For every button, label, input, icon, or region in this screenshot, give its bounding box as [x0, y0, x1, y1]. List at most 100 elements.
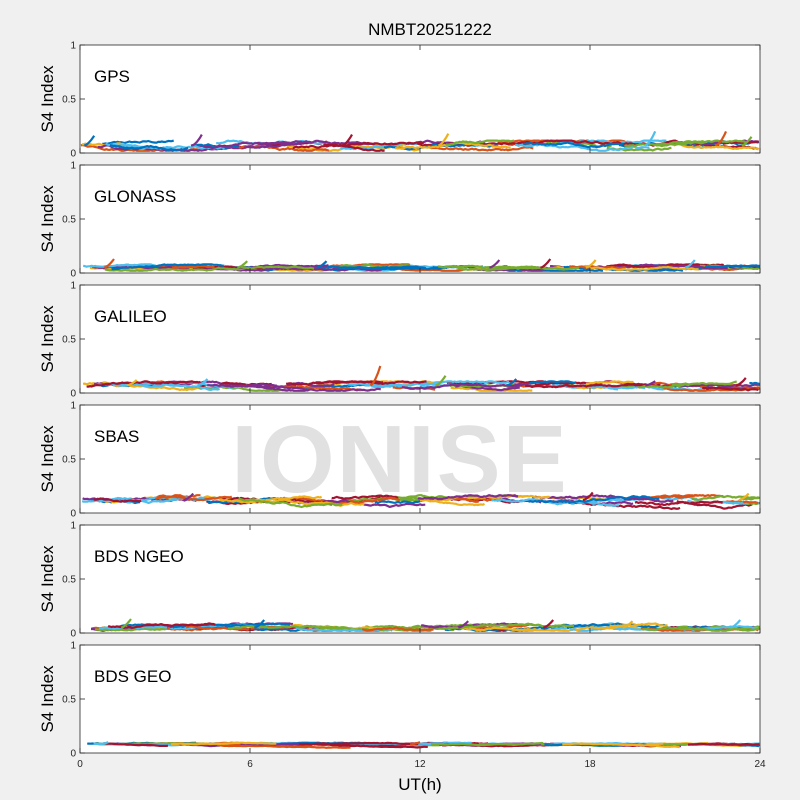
- series-peak: [684, 259, 696, 269]
- series-trace: [172, 265, 216, 269]
- series-trace: [523, 141, 624, 149]
- series-trace: [574, 624, 622, 632]
- series-trace: [203, 141, 291, 150]
- plot-area: [80, 525, 760, 633]
- y-tick-label: 1: [70, 401, 76, 412]
- series-trace: [170, 741, 277, 746]
- series-trace: [299, 741, 419, 746]
- series-peak: [622, 620, 634, 629]
- series-peak: [120, 618, 132, 629]
- panel-sbas: 0 0.5 1 S4 Index SBAS: [38, 401, 761, 520]
- series-trace: [262, 267, 383, 272]
- series-peak: [489, 259, 501, 269]
- series-trace: [676, 500, 723, 505]
- series-peak: [645, 380, 656, 387]
- series-trace: [313, 743, 428, 749]
- series-trace: [347, 382, 440, 390]
- series-trace: [95, 627, 167, 632]
- y-axis-label: S4 Index: [38, 545, 57, 613]
- panel-bds-geo: 0 0.5 1 0 6 12 18 24 S4 Index BDS GEO: [38, 641, 766, 771]
- series-peak: [458, 620, 469, 629]
- series-peak: [730, 619, 742, 629]
- series-trace: [104, 266, 247, 272]
- series-trace: [673, 143, 759, 151]
- series-peak: [410, 741, 421, 746]
- series-peak: [341, 134, 353, 147]
- series-trace: [227, 624, 351, 631]
- y-tick-label: 0.5: [62, 335, 76, 346]
- series-trace: [445, 139, 515, 146]
- series-trace: [86, 380, 201, 388]
- series-peak: [183, 492, 195, 502]
- series-trace: [185, 625, 289, 631]
- chart-title: NMBT20251222: [368, 20, 492, 39]
- series-peak: [191, 134, 203, 147]
- y-axis-label: S4 Index: [38, 665, 57, 733]
- series-trace: [401, 383, 523, 390]
- series-trace: [97, 144, 221, 152]
- series-trace: [83, 263, 157, 268]
- series-trace: [450, 386, 533, 392]
- series-peak: [84, 135, 96, 147]
- series-peak: [98, 741, 109, 746]
- series-trace: [561, 498, 624, 505]
- series-trace: [701, 386, 759, 392]
- panel-title: BDS GEO: [94, 667, 171, 686]
- series-trace: [217, 744, 313, 749]
- series-trace: [339, 263, 412, 269]
- y-tick-label: 0: [70, 629, 76, 640]
- x-tick-label: 6: [247, 759, 253, 770]
- x-tick-label: 18: [584, 759, 596, 770]
- series-trace: [326, 265, 427, 270]
- series-trace: [253, 385, 381, 392]
- y-tick-label: 0.5: [62, 695, 76, 706]
- series-trace: [431, 741, 544, 747]
- plot-area: [80, 45, 760, 153]
- series-trace: [514, 143, 650, 152]
- series-peak: [741, 136, 753, 147]
- x-tick-label: 12: [414, 759, 426, 770]
- series-peak: [103, 258, 115, 269]
- series-trace: [642, 626, 761, 632]
- panel-title: SBAS: [94, 427, 139, 446]
- series-trace: [742, 500, 759, 504]
- y-tick-label: 1: [70, 161, 76, 172]
- series-trace: [285, 380, 384, 386]
- series-trace: [637, 383, 690, 389]
- panel-title: GLONASS: [94, 187, 176, 206]
- series-trace: [361, 626, 434, 632]
- plot-area: [80, 165, 760, 273]
- y-tick-label: 1: [70, 521, 76, 532]
- series-trace: [238, 497, 343, 509]
- series-trace: [691, 494, 760, 501]
- series-peak: [506, 378, 518, 387]
- series-trace: [624, 139, 748, 148]
- series-trace: [331, 494, 399, 500]
- series-peak: [582, 491, 594, 502]
- series-peak: [197, 378, 209, 387]
- series-peak: [435, 375, 447, 387]
- series-trace: [292, 141, 424, 150]
- series-peak: [735, 377, 747, 387]
- series-trace: [219, 495, 323, 503]
- panel-title: BDS NGEO: [94, 547, 184, 566]
- plot-area: [80, 285, 760, 393]
- series-trace: [111, 263, 224, 271]
- series-trace: [749, 381, 760, 385]
- series-peak: [585, 259, 597, 269]
- y-tick-label: 0.5: [62, 95, 76, 106]
- series-trace: [634, 500, 753, 510]
- y-tick-label: 0.5: [62, 455, 76, 466]
- y-axis-label: S4 Index: [38, 185, 57, 253]
- series-trace: [93, 497, 142, 503]
- x-tick-label: 24: [754, 759, 766, 770]
- series-trace: [457, 266, 546, 272]
- series-peak: [738, 492, 750, 502]
- x-axis-label: UT(h): [398, 775, 441, 794]
- series-peak: [644, 130, 657, 147]
- series-trace: [107, 622, 216, 629]
- series-trace: [109, 144, 189, 152]
- series-trace: [103, 742, 169, 748]
- series-trace: [437, 264, 580, 271]
- series-trace: [102, 139, 175, 145]
